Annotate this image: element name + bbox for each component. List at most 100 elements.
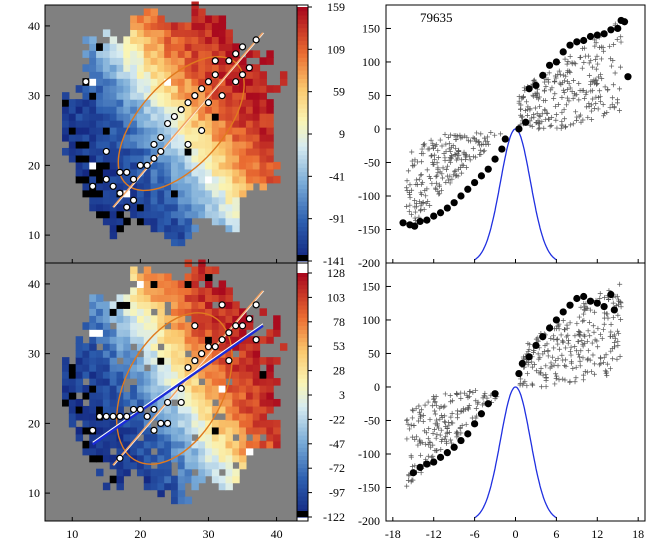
map-pixel <box>171 147 179 156</box>
cross-marker <box>578 304 584 310</box>
cross-marker <box>591 371 597 377</box>
fit-line-blue <box>91 324 264 446</box>
data-point <box>607 26 615 34</box>
map-pixel <box>184 231 193 240</box>
cross-marker <box>601 359 607 365</box>
cross-marker <box>444 430 450 436</box>
map-pixel <box>116 113 124 121</box>
map-pixel <box>116 92 124 100</box>
cross-marker <box>525 341 531 347</box>
cross-marker <box>595 106 601 112</box>
map-pixel <box>171 85 179 93</box>
map-pixel <box>96 468 104 477</box>
map-pixel <box>116 120 124 128</box>
map-pixel <box>232 447 240 456</box>
map-pixel <box>252 120 261 128</box>
map-pixel <box>116 433 124 442</box>
map-pixel <box>143 419 152 428</box>
cross-marker <box>616 108 622 114</box>
map-pixel <box>211 29 220 37</box>
map-pixel <box>89 329 97 337</box>
cross-marker <box>408 212 414 218</box>
map-pixel <box>68 378 77 386</box>
map-pixel <box>198 29 206 37</box>
map-pixel <box>116 217 124 226</box>
map-pixel <box>198 426 206 435</box>
map-pixel <box>62 147 70 156</box>
y-tick-label: 20 <box>28 416 40 430</box>
cross-marker <box>614 36 620 42</box>
map-pixel <box>123 447 131 456</box>
map-pixel <box>198 64 206 72</box>
y-tick-label: -100 <box>358 447 380 461</box>
map-pixel <box>116 343 124 351</box>
map-pixel <box>96 147 104 156</box>
map-pixel <box>184 71 193 79</box>
map-pixel <box>211 127 220 135</box>
map-pixel <box>157 50 165 58</box>
map-pixel <box>177 308 186 316</box>
map-pixel <box>232 182 240 191</box>
map-pixel <box>177 71 186 79</box>
map-pixel <box>177 92 186 100</box>
map-pixel <box>191 161 199 170</box>
cross-marker <box>438 447 444 453</box>
map-pixel <box>218 127 227 135</box>
map-pixel <box>75 161 84 170</box>
colorbar-segment <box>297 155 308 160</box>
map-pixel <box>130 322 138 330</box>
map-pixel <box>184 147 193 156</box>
cross-marker <box>548 122 554 128</box>
map-pixel <box>171 419 179 428</box>
map-pixel <box>82 426 90 435</box>
map-pixel <box>109 336 118 344</box>
map-pixel <box>191 175 199 184</box>
map-pixel <box>150 15 158 24</box>
cross-marker <box>470 389 476 395</box>
map-pixel <box>225 287 233 295</box>
map-pixel <box>150 475 158 484</box>
map-pixel <box>232 99 240 107</box>
colorbar-segment <box>297 484 308 490</box>
map-pixel <box>225 482 233 491</box>
map-pixel <box>191 287 199 295</box>
map-pixel <box>198 50 206 58</box>
map-pixel <box>239 113 247 121</box>
map-pixel <box>136 189 145 198</box>
map-pixel <box>205 315 213 323</box>
map-pixel <box>82 140 90 149</box>
cross-marker <box>584 369 590 375</box>
map-pixel <box>150 301 158 309</box>
map-pixel <box>157 29 165 37</box>
map-pixel <box>191 419 199 428</box>
map-pixel <box>177 482 186 491</box>
cross-marker <box>615 297 621 303</box>
map-pixel <box>198 385 206 393</box>
cross-marker <box>433 185 439 191</box>
map-pixel <box>279 343 288 351</box>
map-pixel <box>211 196 220 205</box>
cross-marker <box>434 160 440 166</box>
map-pixel <box>102 482 111 491</box>
map-pixel <box>232 426 240 435</box>
cross-marker <box>470 146 476 152</box>
cross-marker <box>428 176 434 182</box>
data-spot <box>238 43 247 51</box>
map-pixel <box>245 127 254 135</box>
cross-marker <box>605 361 611 367</box>
cross-marker <box>536 356 542 362</box>
map-pixel <box>164 294 172 302</box>
map-pixel <box>205 50 213 58</box>
cross-marker <box>467 388 473 394</box>
map-pixel <box>136 57 145 65</box>
map-pixel <box>130 392 138 400</box>
map-pixel <box>266 161 274 170</box>
map-pixel <box>157 461 165 470</box>
map-pixel <box>130 154 138 163</box>
map-pixel <box>136 134 145 142</box>
data-point <box>607 290 615 299</box>
map-pixel <box>157 426 165 435</box>
map-pixel <box>259 371 267 379</box>
map-pixel <box>75 85 84 93</box>
